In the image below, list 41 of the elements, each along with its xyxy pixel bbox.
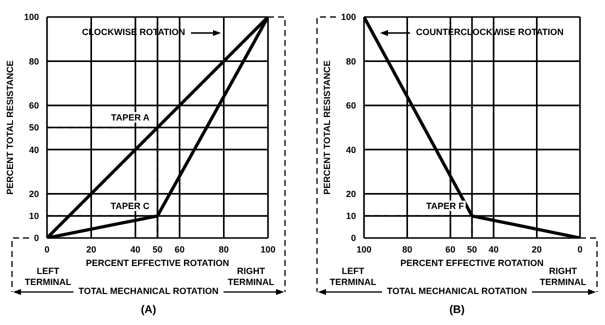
- y-tick-label: 80: [28, 56, 39, 66]
- y-tick-label: 20: [346, 188, 356, 199]
- y-tick-label: 100: [340, 12, 356, 22]
- x-tick-label: 40: [130, 244, 140, 254]
- text: TOTAL MECHANICAL ROTATION: [386, 286, 528, 297]
- y-tick-label: 80: [346, 56, 356, 66]
- x-tick-label: 100: [356, 244, 372, 254]
- y-tick-label: 60: [28, 100, 39, 111]
- y-tick-label: 60: [346, 100, 356, 111]
- x-tick-label: 80: [218, 244, 229, 254]
- text: LEFT TERMINAL: [328, 266, 378, 288]
- y-axis-title: PERCENT TOTAL RESISTANCE: [5, 60, 16, 195]
- y-tick-label: 10: [28, 211, 39, 222]
- y-tick-label: 0: [34, 233, 39, 244]
- x-axis-title: PERCENT EFFECTIVE ROTATION: [86, 258, 230, 268]
- x-tick-label: 80: [402, 244, 412, 254]
- x-tick-label: 20: [86, 244, 96, 254]
- y-tick-label: 0: [350, 233, 356, 244]
- text: (B): [448, 304, 466, 316]
- x-axis-title: PERCENT EFFECTIVE ROTATION: [400, 258, 544, 268]
- y-tick-label: 40: [28, 144, 39, 155]
- y-axis-title: PERCENT TOTAL RESISTANCE: [322, 60, 332, 195]
- text: (A): [140, 304, 158, 316]
- y-tick-label: 50: [28, 122, 39, 133]
- x-tick-label: 100: [260, 244, 276, 254]
- y-tick-label: 40: [346, 144, 356, 155]
- x-tick-label: 50: [152, 244, 163, 254]
- y-tick-label: 10: [346, 211, 356, 222]
- text: RIGHT TERMINAL: [540, 266, 586, 287]
- x-tick-label: 40: [488, 244, 499, 254]
- text: TOTAL MECHANICAL ROTATION: [78, 286, 220, 297]
- text: LEFT TERMINAL: [24, 266, 72, 288]
- y-tick-label: 20: [28, 188, 39, 199]
- x-tick-label: 0: [44, 244, 50, 254]
- x-tick-label: 0: [577, 244, 583, 254]
- y-tick-label: 100: [24, 12, 39, 22]
- x-tick-label: 60: [445, 244, 456, 254]
- x-tick-label: 50: [466, 244, 478, 254]
- text: RIGHT TERMINAL: [228, 266, 274, 287]
- x-tick-label: 60: [174, 244, 185, 254]
- x-tick-label: 20: [532, 244, 542, 254]
